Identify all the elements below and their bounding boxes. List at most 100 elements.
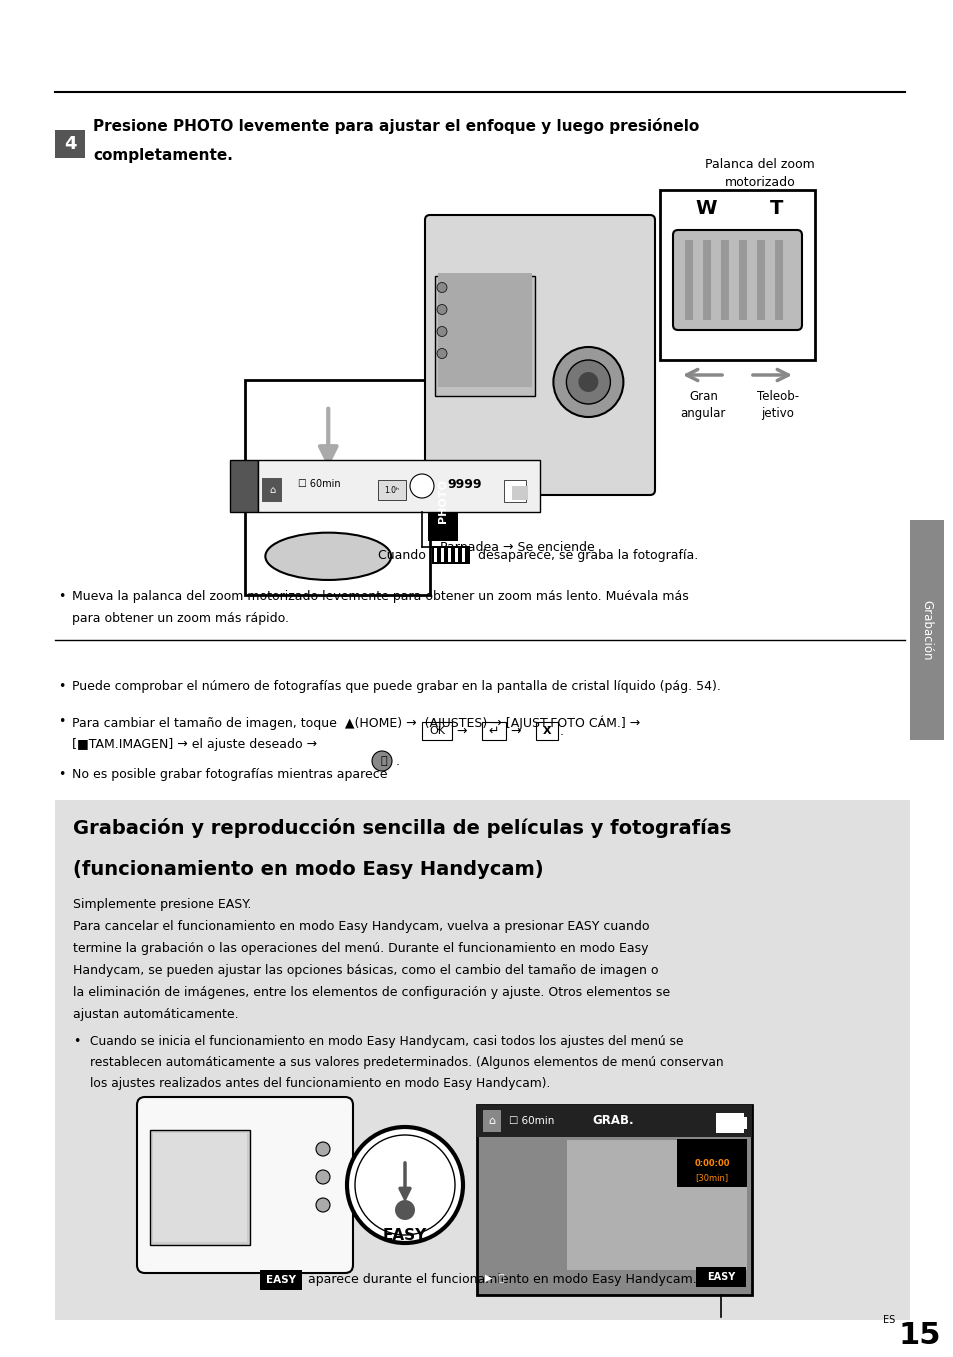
Bar	[150, 1130, 250, 1244]
Bar	[152, 1133, 247, 1242]
Circle shape	[436, 349, 447, 358]
Text: ⌂: ⌂	[269, 484, 274, 495]
Text: Teleob-
jetivo: Teleob- jetivo	[756, 389, 798, 421]
Bar	[432, 546, 470, 565]
Bar	[536, 722, 558, 740]
Circle shape	[395, 1200, 415, 1220]
Circle shape	[436, 327, 447, 337]
Text: desaparece, se graba la fotografía.: desaparece, se graba la fotografía.	[474, 548, 698, 562]
Circle shape	[410, 474, 434, 498]
Text: Para cambiar el tamaño de imagen, toque  ▲(HOME) →  (AJUSTES) → [AJUST.FOTO CÁM.: Para cambiar el tamaño de imagen, toque …	[71, 715, 639, 730]
Text: EASY: EASY	[266, 1276, 295, 1285]
Ellipse shape	[265, 533, 391, 579]
Bar	[245, 380, 430, 594]
Bar	[702, 240, 710, 320]
Bar	[455, 548, 457, 562]
Bar	[437, 273, 532, 387]
Bar	[230, 460, 257, 512]
Text: 15: 15	[898, 1320, 941, 1350]
Bar	[481, 722, 505, 740]
Circle shape	[315, 1170, 330, 1185]
Bar	[476, 1105, 751, 1295]
Bar	[257, 460, 539, 512]
Text: •: •	[58, 680, 66, 693]
Circle shape	[315, 1143, 330, 1156]
Text: termine la grabación o las operaciones del menú. Durante el funcionamiento en mo: termine la grabación o las operaciones d…	[73, 942, 648, 955]
Text: PHOTO: PHOTO	[437, 479, 448, 524]
Bar	[741, 1117, 746, 1129]
Text: •: •	[58, 715, 66, 727]
Text: X: X	[542, 726, 551, 735]
Text: la eliminación de imágenes, entre los elementos de configuración y ajuste. Otros: la eliminación de imágenes, entre los el…	[73, 987, 669, 999]
Text: Grabación: Grabación	[920, 600, 933, 661]
Text: completamente.: completamente.	[92, 148, 233, 163]
Text: restablecen automáticamente a sus valores predeterminados. (Algunos elementos de: restablecen automáticamente a sus valore…	[90, 1056, 723, 1069]
Text: Mueva la palanca del zoom motorizado levemente para obtener un zoom más lento. M: Mueva la palanca del zoom motorizado lev…	[71, 590, 688, 603]
Text: ES: ES	[882, 1315, 894, 1324]
Bar	[909, 520, 943, 740]
Text: W: W	[695, 198, 717, 217]
Text: Parpadea → Se enciende: Parpadea → Se enciende	[439, 540, 595, 554]
Text: Handycam, se pueden ajustar las opciones básicas, como el cambio del tamaño de i: Handycam, se pueden ajustar las opciones…	[73, 963, 658, 977]
Bar	[448, 548, 451, 562]
Text: EASY: EASY	[706, 1272, 735, 1282]
Text: ↵: ↵	[488, 725, 498, 737]
Text: OK: OK	[429, 726, 444, 735]
Text: .: .	[395, 754, 399, 768]
Bar	[434, 548, 436, 562]
Bar	[684, 240, 692, 320]
Bar	[566, 1140, 746, 1270]
Bar	[421, 722, 452, 740]
Bar	[696, 1267, 745, 1286]
Text: Gran
angular: Gran angular	[680, 389, 725, 421]
Text: →: →	[456, 725, 466, 737]
Text: para obtener un zoom más rápido.: para obtener un zoom más rápido.	[71, 612, 289, 626]
Bar	[260, 1270, 302, 1291]
Text: ☐ 60min: ☐ 60min	[297, 479, 340, 489]
Bar	[757, 240, 764, 320]
Bar	[440, 548, 443, 562]
Bar	[739, 240, 746, 320]
Bar	[55, 130, 85, 157]
Bar	[461, 548, 464, 562]
Bar	[482, 1110, 500, 1132]
Circle shape	[578, 372, 598, 392]
Text: 📷: 📷	[380, 756, 387, 765]
Text: •: •	[58, 768, 66, 782]
Text: Puede comprobar el número de fotografías que puede grabar en la pantalla de cris: Puede comprobar el número de fotografías…	[71, 680, 720, 693]
Text: •: •	[58, 590, 66, 603]
Bar	[512, 486, 527, 499]
Text: [30min]: [30min]	[695, 1174, 728, 1182]
Bar	[677, 1139, 746, 1187]
Bar	[428, 461, 457, 541]
FancyBboxPatch shape	[424, 214, 655, 495]
Bar	[720, 240, 728, 320]
Bar	[262, 478, 282, 502]
Text: •: •	[73, 1035, 80, 1048]
Bar	[476, 1105, 751, 1137]
Text: 4: 4	[64, 134, 76, 153]
Text: los ajustes realizados antes del funcionamiento en modo Easy Handycam).: los ajustes realizados antes del funcion…	[90, 1077, 550, 1090]
Text: GRAB.: GRAB.	[592, 1114, 633, 1128]
Text: Cuando: Cuando	[377, 548, 430, 562]
Text: Palanca del zoom
motorizado: Palanca del zoom motorizado	[704, 157, 814, 189]
Bar	[716, 1113, 743, 1133]
Text: Cuando se inicia el funcionamiento en modo Easy Handycam, casi todos los ajustes: Cuando se inicia el funcionamiento en mo…	[90, 1035, 682, 1048]
Text: No es posible grabar fotografías mientras aparece: No es posible grabar fotografías mientra…	[71, 768, 387, 782]
Circle shape	[347, 1128, 462, 1243]
Text: (funcionamiento en modo Easy Handycam): (funcionamiento en modo Easy Handycam)	[73, 860, 543, 879]
Bar	[377, 480, 406, 499]
Text: ajustan automáticamente.: ajustan automáticamente.	[73, 1008, 238, 1020]
Text: Para cancelar el funcionamiento en modo Easy Handycam, vuelva a presionar EASY c: Para cancelar el funcionamiento en modo …	[73, 920, 649, 934]
Text: Simplemente presione EASY.: Simplemente presione EASY.	[73, 898, 251, 911]
Text: [■TAM.IMAGEN] → el ajuste deseado →: [■TAM.IMAGEN] → el ajuste deseado →	[71, 738, 316, 750]
Circle shape	[436, 304, 447, 315]
Bar	[435, 275, 535, 395]
Text: ▶  🔴: ▶ 🔴	[484, 1272, 504, 1282]
Circle shape	[355, 1134, 455, 1235]
Text: 0:00:00: 0:00:00	[694, 1159, 729, 1167]
Circle shape	[553, 347, 622, 417]
Text: 9999: 9999	[447, 478, 482, 490]
Bar	[503, 480, 525, 502]
FancyBboxPatch shape	[672, 229, 801, 330]
